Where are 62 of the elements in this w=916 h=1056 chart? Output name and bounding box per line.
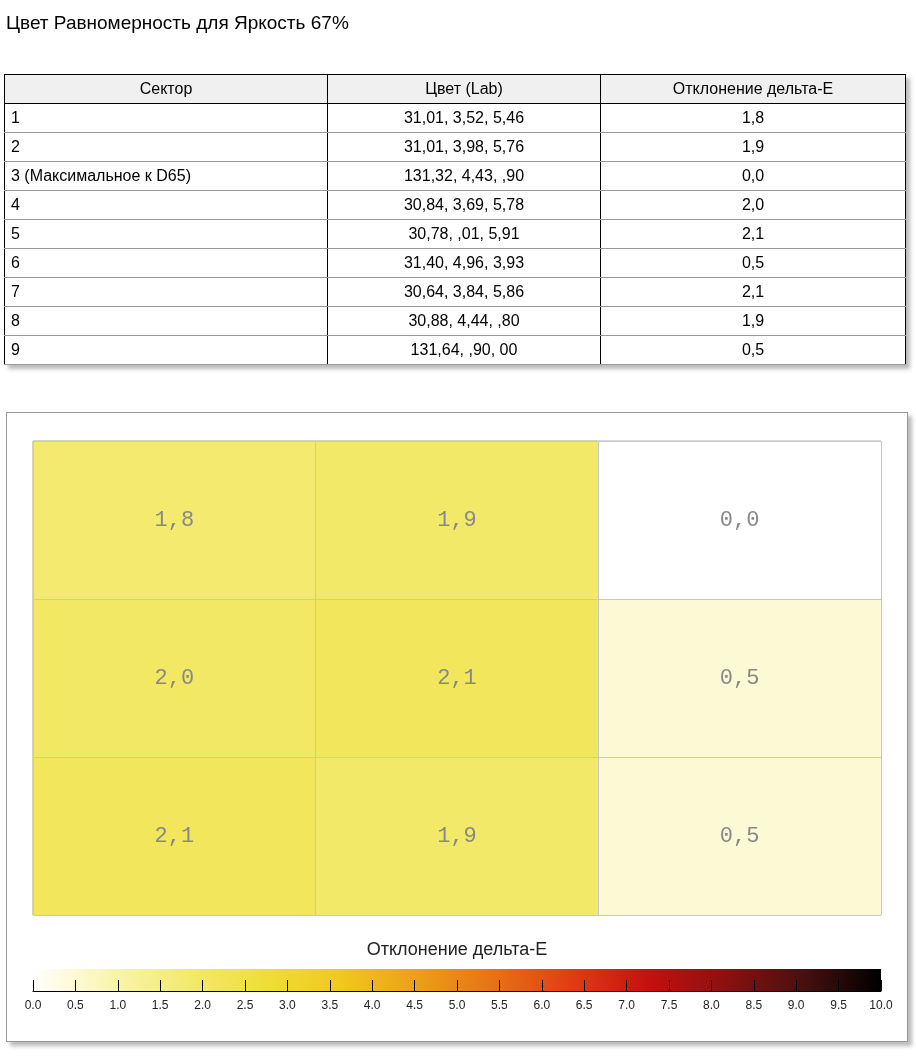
data-label: 0,0 <box>719 507 760 533</box>
text: 3 (Максимальное к D65) <box>4 161 328 191</box>
color-bar-label: 3.0 <box>279 998 297 1012</box>
color-bar-label: 1.5 <box>151 998 169 1012</box>
data-label: 1,8 <box>154 507 195 533</box>
text: 5 <box>4 219 328 249</box>
text: Сектор <box>4 74 328 104</box>
text: 6 <box>4 248 328 278</box>
data-label: 0,5 <box>719 665 760 691</box>
color-bar-label: 8.0 <box>703 998 721 1012</box>
text: 0,5 <box>600 335 906 365</box>
color-bar-label: 0.0 <box>24 998 42 1012</box>
text: 2,1 <box>600 277 906 307</box>
text: 30,64, 3,84, 5,86 <box>327 277 601 307</box>
color-bar-label: 1.0 <box>109 998 127 1012</box>
text: 9 <box>4 335 328 365</box>
text: 8 <box>4 306 328 336</box>
text: 0,0 <box>600 161 906 191</box>
data-label: 0,5 <box>719 823 760 849</box>
color-bar-label: 9.5 <box>830 998 848 1012</box>
text: 1 <box>4 103 328 133</box>
color-bar-label: 9.0 <box>787 998 805 1012</box>
color-bar-label: 2.0 <box>194 998 212 1012</box>
data-label: 1,9 <box>437 507 477 533</box>
text: 4 <box>4 190 328 220</box>
text: 1,9 <box>600 306 906 336</box>
color-bar-title: Отклонение дельта-E <box>366 939 548 959</box>
text: 0,5 <box>600 248 906 278</box>
color-bar-label: 4.0 <box>363 998 381 1012</box>
text: 131,32, 4,43, ,90 <box>327 161 601 191</box>
text: 31,40, 4,96, 3,93 <box>327 248 601 278</box>
data-label: 2,1 <box>437 665 477 691</box>
color-bar-label: 6.0 <box>533 998 551 1012</box>
data-label: 2,1 <box>154 823 195 849</box>
color-bar-label: 7.0 <box>618 998 636 1012</box>
color-bar-label: 5.0 <box>448 998 466 1012</box>
text: 7 <box>4 277 328 307</box>
text: Цвет (Lab) <box>327 74 601 104</box>
color-bar-label: 2.5 <box>236 998 254 1012</box>
text: 2 <box>4 132 328 162</box>
color-bar-label: 10.0 <box>869 998 893 1012</box>
text: 1,9 <box>600 132 906 162</box>
text: 2,0 <box>600 190 906 220</box>
color-bar-label: 3.5 <box>321 998 339 1012</box>
text: Отклонение дельта-E <box>600 74 906 104</box>
text: 30,84, 3,69, 5,78 <box>327 190 601 220</box>
text: 30,88, 4,44, ,80 <box>327 306 601 336</box>
text: 31,01, 3,52, 5,46 <box>327 103 601 133</box>
text: 1,8 <box>600 103 906 133</box>
text: 2,1 <box>600 219 906 249</box>
color-bar-label: 6.5 <box>575 998 593 1012</box>
text: 31,01, 3,98, 5,76 <box>327 132 601 162</box>
color-bar-label: 4.5 <box>406 998 424 1012</box>
color-bar-label: 7.5 <box>660 998 678 1012</box>
text: Цвет Равномерность для Яркость 67% <box>6 12 350 35</box>
data-label: 2,0 <box>154 665 195 691</box>
color-bar-label: 0.5 <box>67 998 85 1012</box>
text: 131,64, ,90, 00 <box>327 335 601 365</box>
text: 30,78, ,01, 5,91 <box>327 219 601 249</box>
color-bar-label: 5.5 <box>491 998 509 1012</box>
data-label: 1,9 <box>437 823 477 849</box>
color-bar-label: 8.5 <box>745 998 763 1012</box>
